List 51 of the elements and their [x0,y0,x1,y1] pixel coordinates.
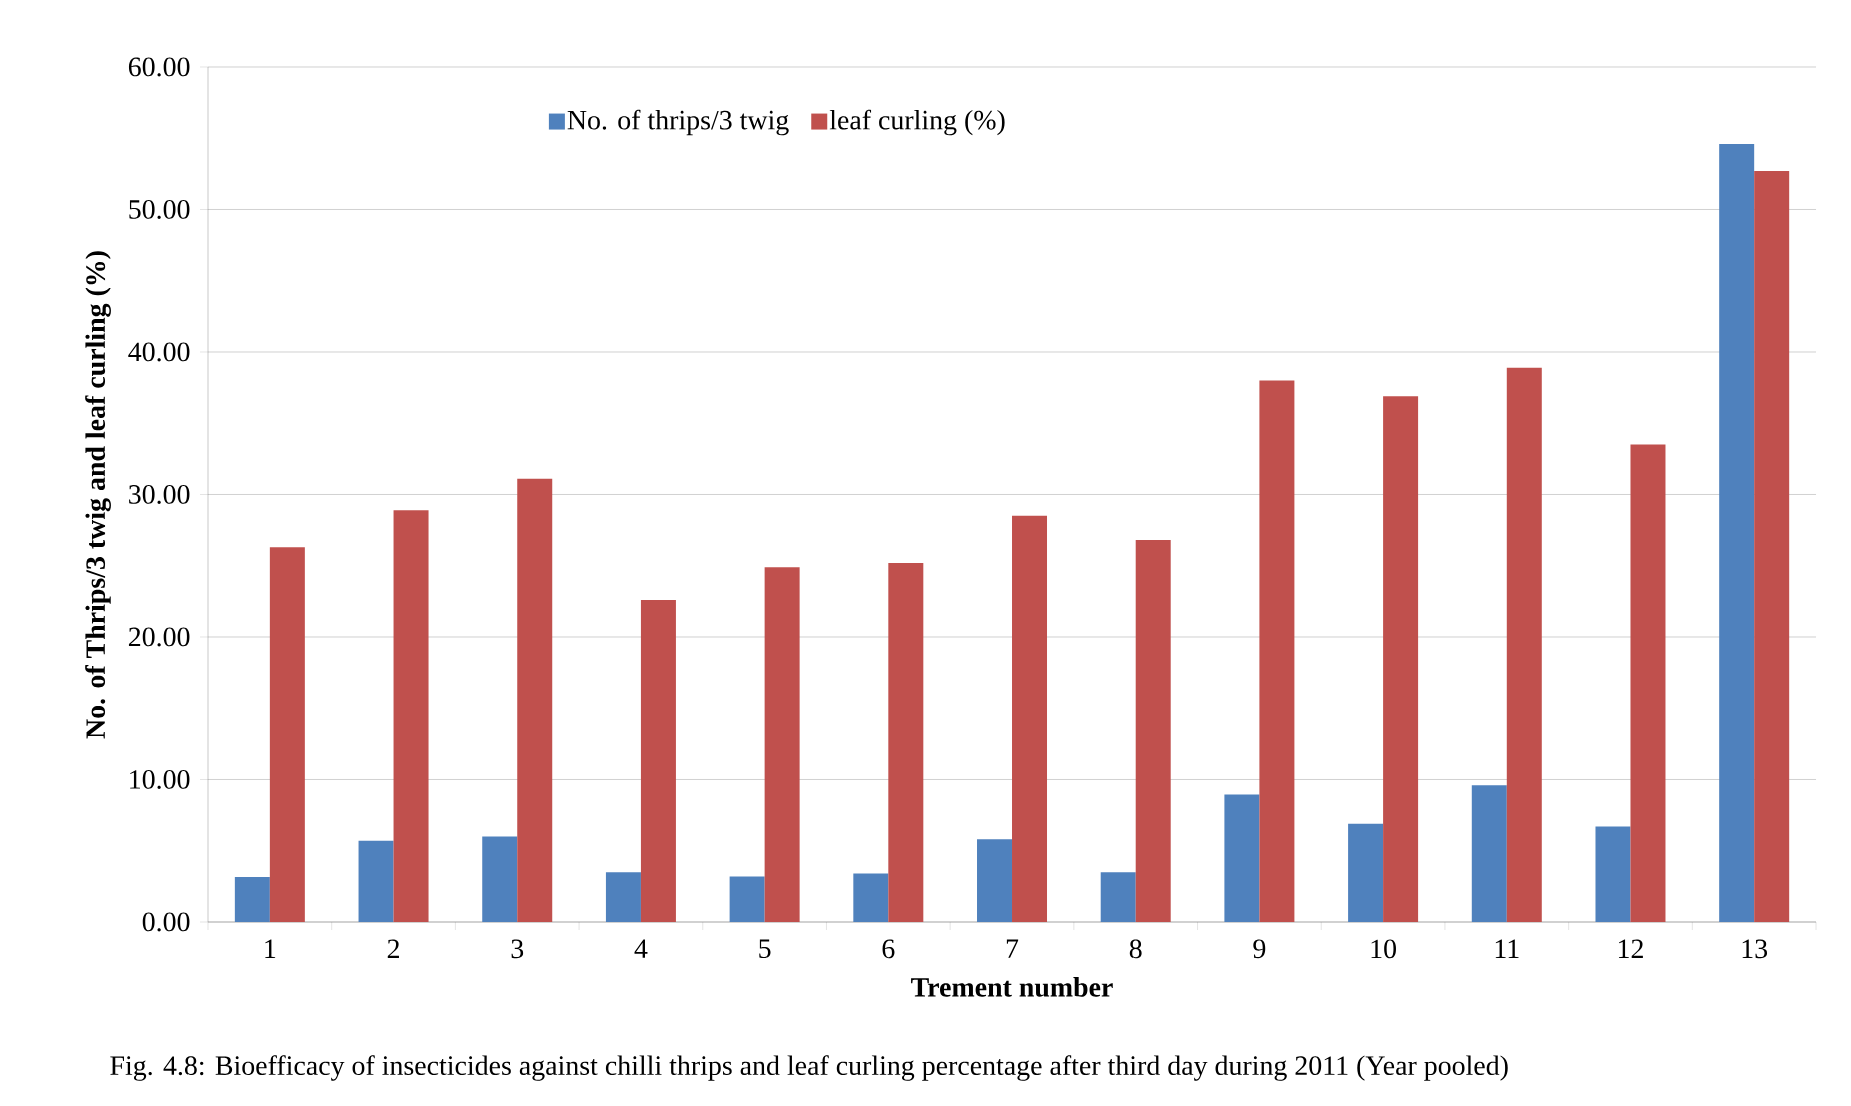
bar [1754,171,1790,922]
y-tick-label: 0.00 [142,912,190,932]
x-axis-title: Trement number [911,977,1113,997]
y-tick-label: 20.00 [128,627,190,647]
x-tick-label: 5 [759,939,771,959]
x-tick-label: 12 [1618,939,1643,958]
bar [1012,515,1048,922]
bar [1259,380,1295,922]
bar [234,877,270,922]
x-tick-label: 3 [511,939,524,959]
bar [517,478,553,922]
bar [853,873,889,922]
bar [1135,540,1171,922]
x-tick-label: 2 [387,939,399,958]
x-tick-label: 1 [265,939,276,958]
x-tick-label: 8 [1129,939,1142,959]
x-tick-label: 6 [882,939,895,959]
bar [605,872,641,922]
bar [1506,367,1542,922]
y-tick-label: 40.00 [128,342,190,362]
bar [1719,143,1755,922]
bar [977,839,1013,922]
bar [1630,444,1666,922]
bar [729,876,765,922]
caption: Fig. 4.8: Bioefficacy of insecticides against chilli thrips and leaf curling percentage after third day during 2011 (Year pooled) [110,1055,1508,1081]
bar [1595,826,1631,922]
bar [1100,872,1136,922]
bar [1348,823,1384,922]
legend-label: leaf curling (%) [829,109,1005,136]
x-tick-label: 10 [1371,939,1396,959]
bar [1383,396,1419,922]
y-tick-label: 60.00 [128,57,190,77]
bar [1224,794,1260,922]
bar [358,840,394,922]
bar [269,547,305,922]
bar [640,599,676,922]
x-tick-label: 11 [1495,939,1519,958]
x-tick-label: 4 [634,939,648,958]
y-axis-title: No. of Thrips/3 twig and leaf curling (%) [85,251,111,739]
bar [1471,785,1507,922]
bar [888,562,924,922]
x-tick-label: 13 [1742,939,1768,959]
x-tick-label: 7 [1006,939,1019,958]
y-tick-label: 10.00 [130,770,190,789]
y-tick-label: 30.00 [129,485,190,504]
y-tick-label: 50.00 [129,200,190,219]
legend-label: No. of thrips/3 twig [567,109,789,136]
bar [482,836,518,922]
x-tick-label: 9 [1253,939,1266,959]
bar [764,567,800,922]
bar [393,510,429,922]
